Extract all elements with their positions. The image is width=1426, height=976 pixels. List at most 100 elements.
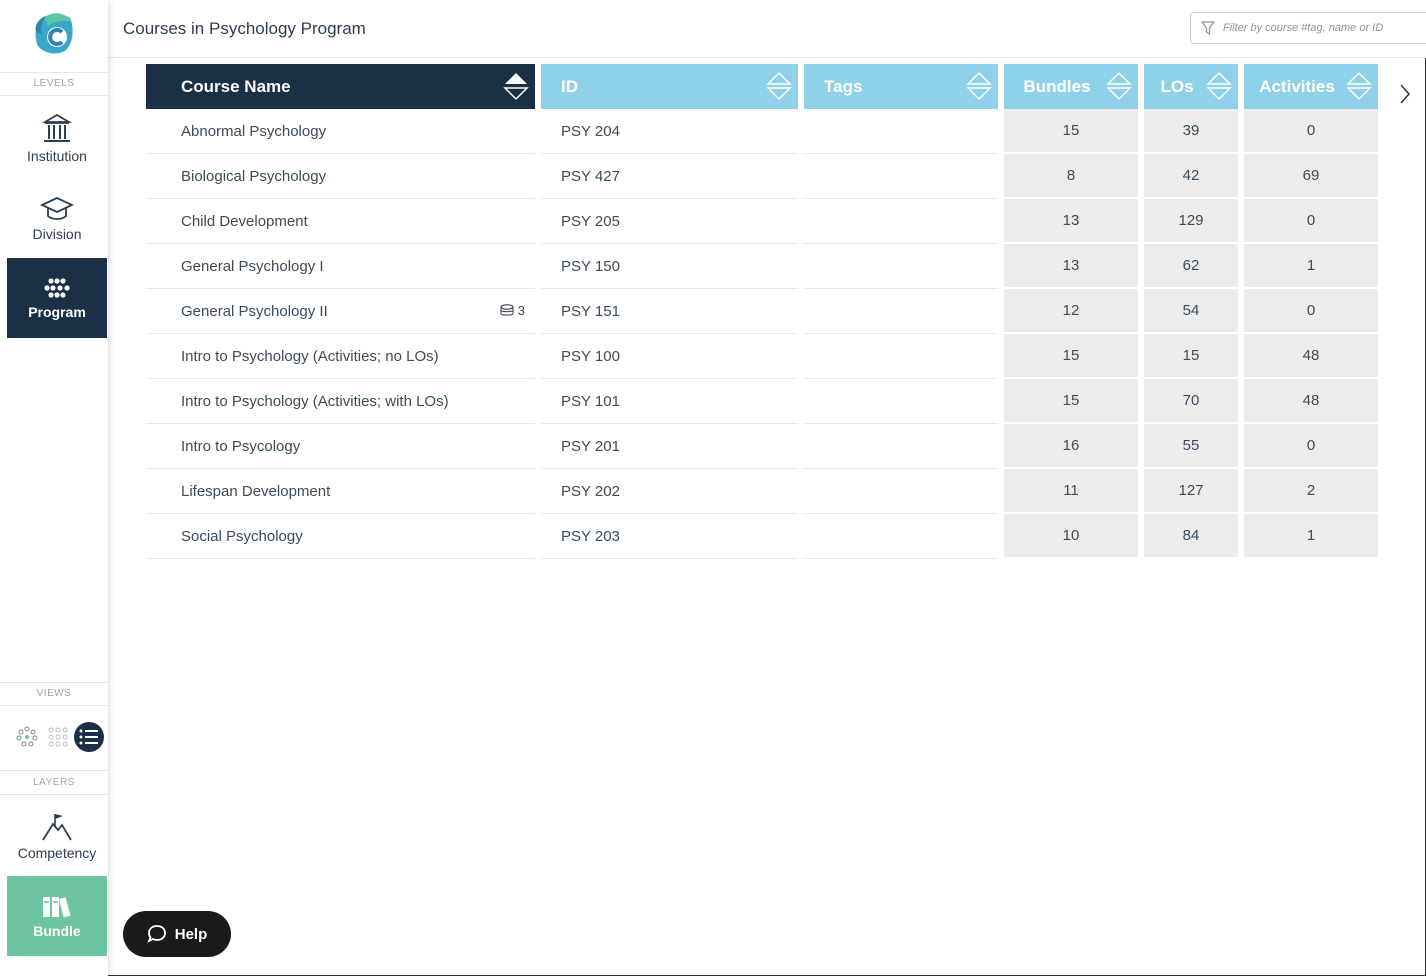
activities-cell: 48 (1244, 379, 1378, 424)
bundles-cell-text: 13 (1062, 212, 1080, 229)
filter-input[interactable] (1223, 22, 1423, 34)
activities-cell: 2 (1244, 469, 1378, 514)
level-program[interactable]: Program (7, 258, 107, 338)
los-cell: 129 (1144, 199, 1238, 244)
books-icon (43, 896, 71, 917)
column-header-label: Activities (1259, 76, 1335, 96)
course-id-cell: PSY 151 (541, 289, 798, 334)
course-tags-cell (804, 109, 998, 154)
activities-cell-text: 0 (1306, 212, 1316, 229)
course-id-cell: PSY 203 (541, 514, 798, 559)
chevron-right-icon[interactable] (1398, 82, 1412, 106)
level-division[interactable]: Division (7, 178, 107, 258)
los-cell: 62 (1144, 244, 1238, 289)
mountain-flag-icon (42, 813, 72, 840)
column-header-tags[interactable]: Tags (804, 64, 998, 109)
course-name-cell: Biological Psychology (146, 154, 535, 199)
bundles-cell-text: 11 (1063, 482, 1079, 499)
bundles-cell-text: 12 (1062, 302, 1080, 319)
help-label: Help (174, 925, 208, 943)
chat-bubble-icon (146, 925, 166, 943)
page-header: Courses in Psychology Program (108, 0, 1426, 58)
activities-cell-text: 0 (1306, 122, 1316, 139)
column-header-label: ID (561, 76, 578, 96)
bundles-cell: 13 (1004, 244, 1138, 289)
los-cell-text: 55 (1182, 437, 1200, 454)
bundles-cell: 16 (1004, 424, 1138, 469)
course-name-cell: General Psychology II 3 (146, 289, 535, 334)
column-header-los[interactable]: LOs (1144, 64, 1238, 109)
course-id-cell-text: PSY 201 (561, 437, 620, 455)
course-name-cell-text: General Psychology I (181, 257, 324, 275)
course-name-cell-text: Child Development (181, 212, 308, 230)
grid-dots-icon (48, 727, 68, 747)
activities-cell-text: 48 (1302, 347, 1320, 364)
grid-view-button[interactable] (43, 722, 73, 752)
bundles-cell-text: 15 (1062, 347, 1080, 364)
sort-icon (1346, 71, 1372, 101)
course-name-cell-text: General Psychology II (181, 302, 328, 320)
help-button[interactable]: Help (123, 911, 231, 957)
column-header-label: LOs (1160, 76, 1194, 96)
column-header-id[interactable]: ID (541, 64, 798, 109)
activities-cell-text: 0 (1306, 437, 1316, 454)
layer-competency[interactable]: Competency (7, 796, 107, 876)
course-name-cell-text: Lifespan Development (181, 482, 331, 500)
column-header-label: Tags (824, 76, 863, 96)
bundles-cell: 10 (1004, 514, 1138, 559)
column-header-bundles[interactable]: Bundles (1004, 64, 1138, 109)
stack-icon (500, 304, 514, 316)
sort-icon (1106, 71, 1132, 101)
activities-cell: 0 (1244, 424, 1378, 469)
views-section-label: VIEWS (0, 682, 108, 706)
sort-icon (503, 73, 529, 101)
los-cell: 15 (1144, 334, 1238, 379)
course-id-cell: PSY 150 (541, 244, 798, 289)
circle-view-button[interactable] (12, 722, 42, 752)
bundles-cell: 15 (1004, 109, 1138, 154)
course-tags-cell (804, 424, 998, 469)
course-id-cell: PSY 202 (541, 469, 798, 514)
course-id-cell-text: PSY 100 (561, 347, 620, 365)
level-institution[interactable]: Institution (7, 98, 107, 178)
institution-icon (42, 113, 72, 142)
circle-dots-icon (16, 726, 38, 747)
activities-cell-text: 1 (1306, 527, 1316, 544)
los-cell: 55 (1144, 424, 1238, 469)
bundles-cell-text: 8 (1066, 167, 1076, 184)
los-cell: 42 (1144, 154, 1238, 199)
los-cell-text: 84 (1182, 527, 1200, 544)
course-name-cell-text: Abnormal Psychology (181, 122, 327, 140)
course-id-cell: PSY 204 (541, 109, 798, 154)
level-label: Division (32, 225, 82, 242)
course-name-cell: Intro to Psychology (Activities; no LOs) (146, 334, 535, 379)
course-id-cell-text: PSY 150 (561, 257, 620, 275)
course-name-cell-text: Intro to Psychology (Activities; no LOs) (181, 347, 439, 365)
activities-cell: 0 (1244, 109, 1378, 154)
course-tags-cell (804, 514, 998, 559)
course-id-cell-text: PSY 101 (561, 392, 620, 410)
bundles-cell-text: 10 (1062, 527, 1080, 544)
los-cell-text: 54 (1182, 302, 1200, 319)
activities-cell-text: 0 (1306, 302, 1316, 319)
bundles-cell: 8 (1004, 154, 1138, 199)
activities-cell: 0 (1244, 289, 1378, 334)
course-tags-cell (804, 334, 998, 379)
list-view-button[interactable] (74, 722, 104, 752)
bundles-cell-text: 16 (1062, 437, 1080, 454)
app-logo[interactable] (30, 12, 78, 56)
bundle-count-text: 3 (517, 303, 525, 318)
activities-cell: 1 (1244, 244, 1378, 289)
activities-cell: 69 (1244, 154, 1378, 199)
level-label: Program (28, 303, 86, 320)
bundle-count-badge[interactable]: 3 (500, 303, 525, 318)
course-id-cell-text: PSY 204 (561, 122, 620, 140)
column-header-course-name[interactable]: Course Name (146, 64, 535, 109)
course-name-cell: Intro to Psychology (Activities; with LO… (146, 379, 535, 424)
los-cell-text: 129 (1178, 212, 1204, 229)
course-tags-cell (804, 244, 998, 289)
column-header-activities[interactable]: Activities (1244, 64, 1378, 109)
layer-bundle[interactable]: Bundle (7, 876, 107, 956)
los-cell-text: 42 (1182, 167, 1200, 184)
activities-cell-text: 48 (1302, 392, 1320, 409)
